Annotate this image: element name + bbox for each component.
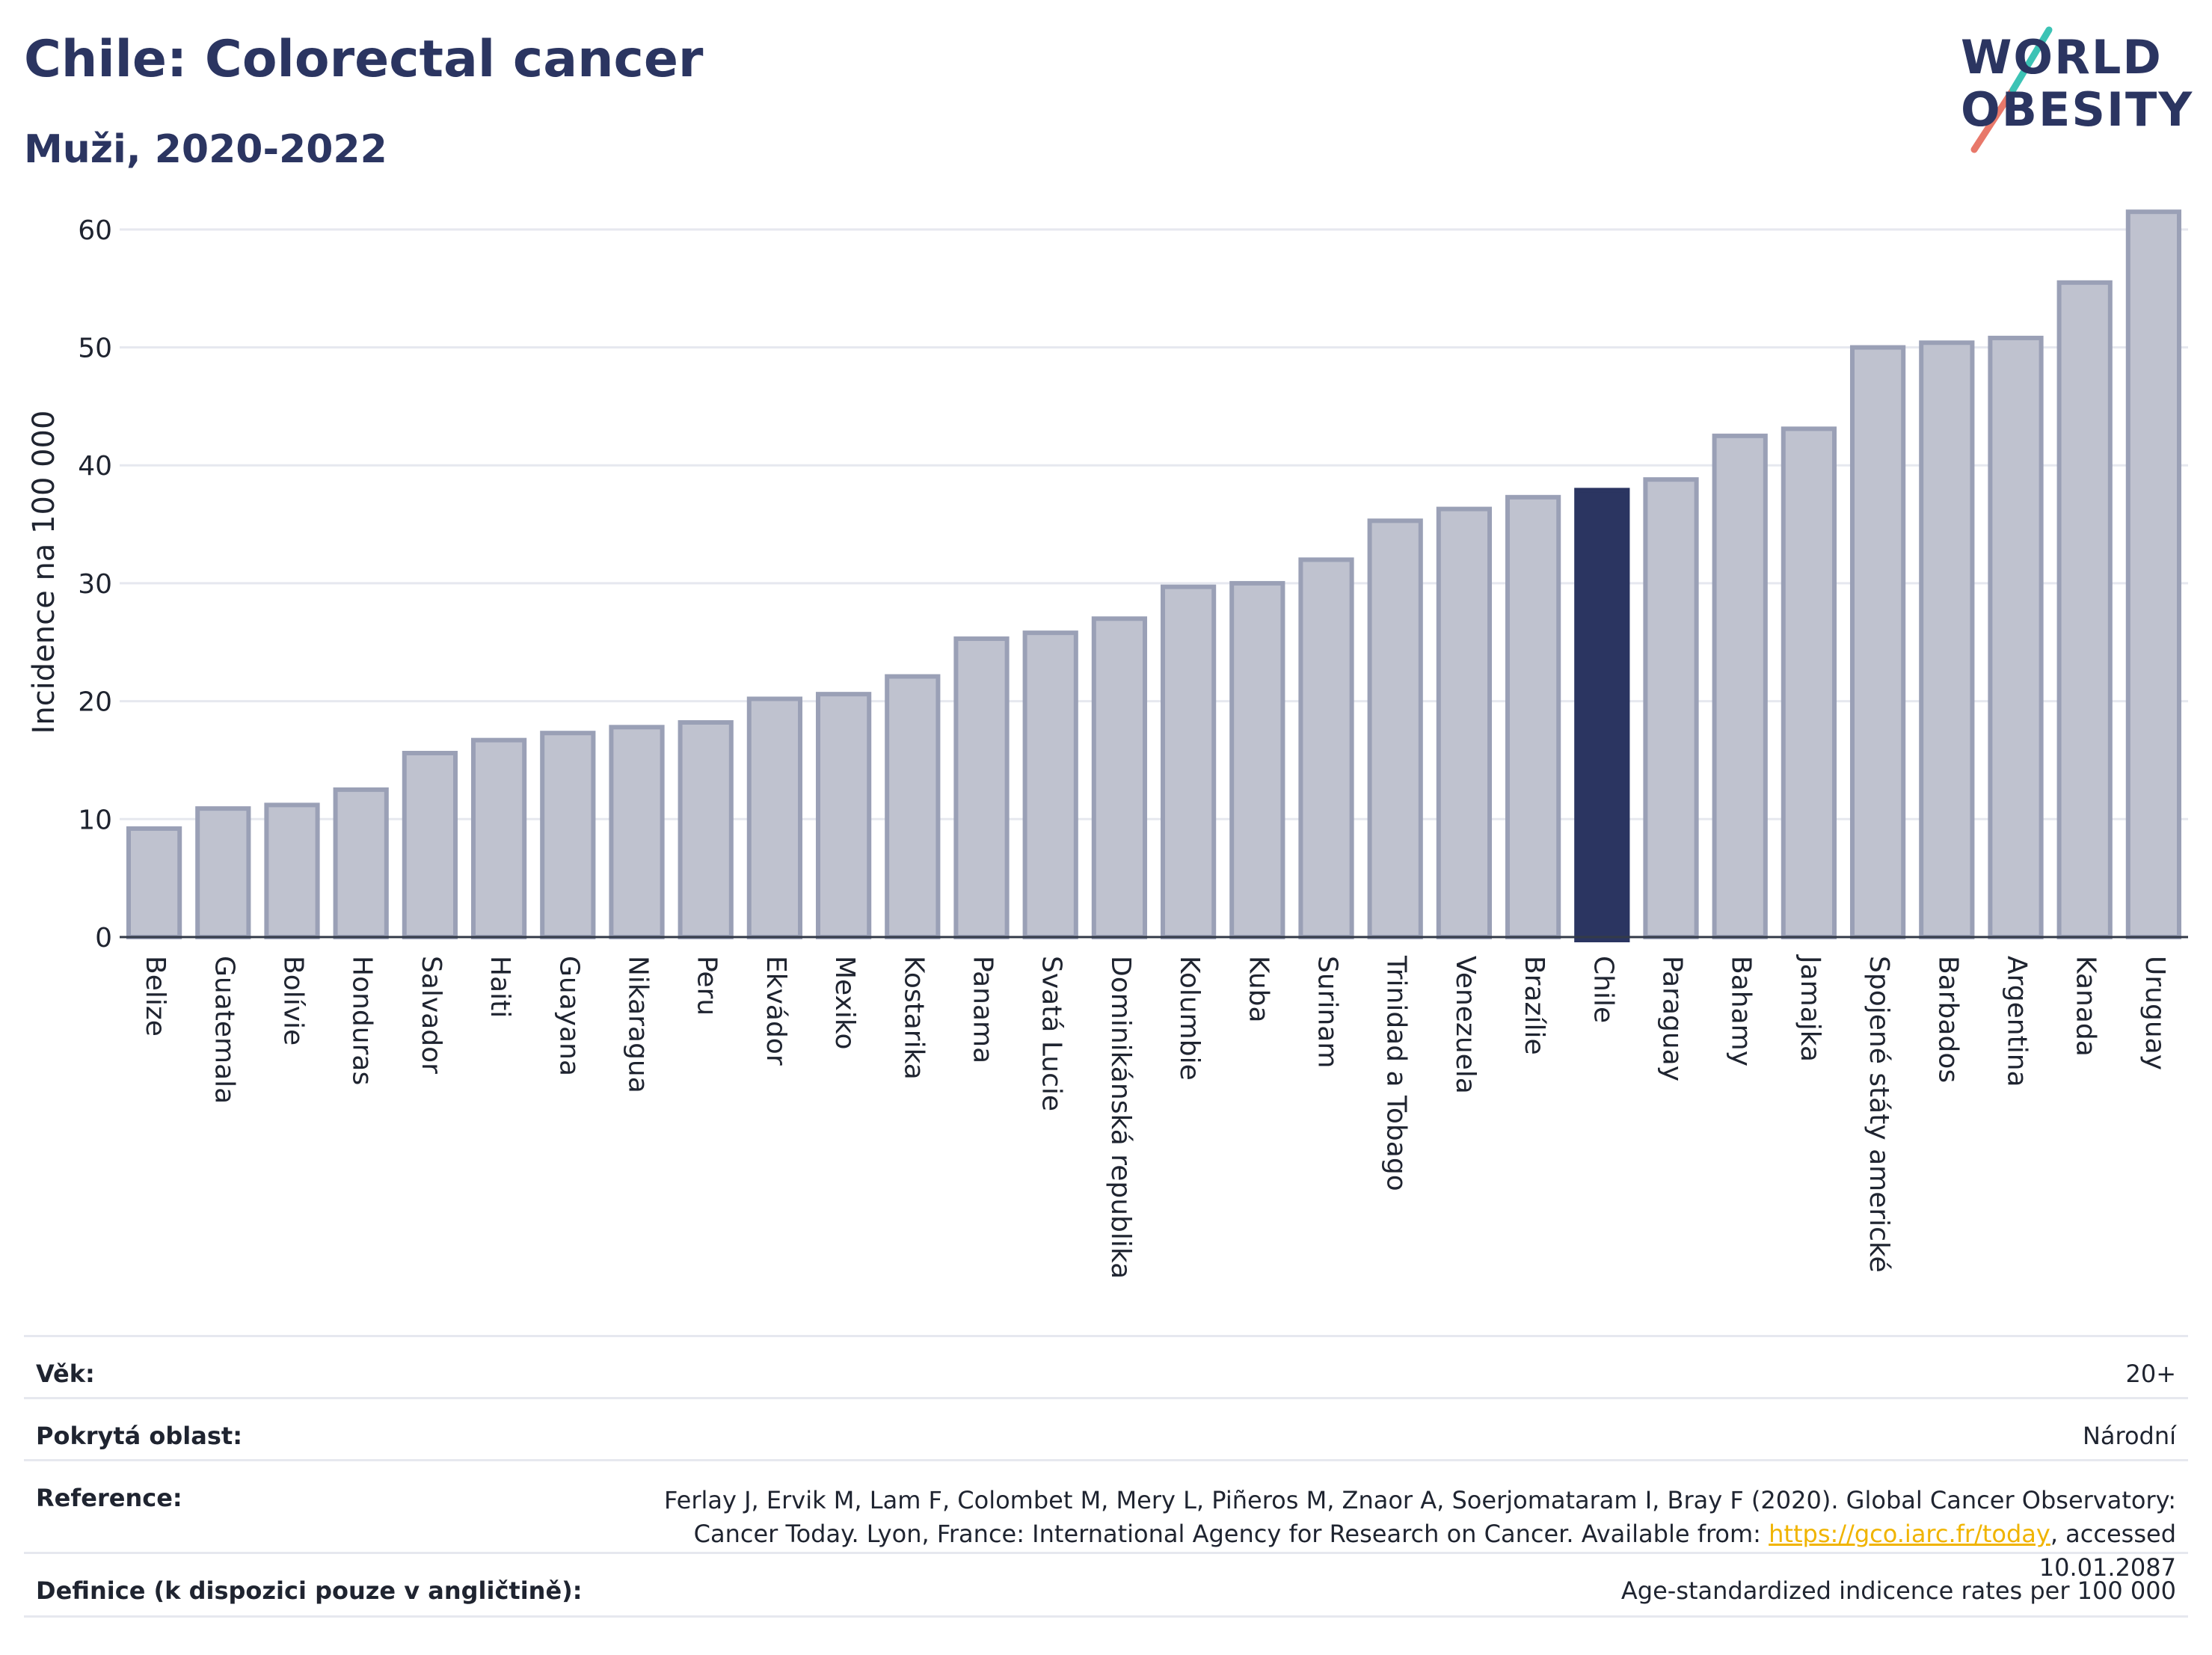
bar-argentina[interactable]	[1988, 335, 2044, 939]
reference-text: Ferlay J, Ervik M, Lam F, Colombet M, Me…	[664, 1486, 2176, 1548]
bar-guayana[interactable]	[540, 731, 596, 939]
x-tick-label: Barbados	[1932, 956, 1963, 1083]
y-tick-label: 50	[78, 334, 112, 364]
bar-barbados[interactable]	[1919, 340, 1975, 939]
gridlines	[120, 228, 2188, 820]
bar-chile[interactable]	[1574, 488, 1630, 942]
logo-slash-icon	[1970, 26, 2053, 153]
x-tick-label: Bahamy	[1726, 956, 1757, 1066]
y-tick-label: 20	[78, 687, 112, 718]
y-axis-ticks: 0 10 20 30 40 50 60	[78, 215, 112, 954]
bar-salvador[interactable]	[402, 751, 458, 939]
x-tick-label: Nikaragua	[623, 956, 654, 1093]
bar-surinam[interactable]	[1298, 557, 1354, 940]
bar-kuba[interactable]	[1229, 580, 1285, 940]
x-tick-label: Belize	[140, 956, 170, 1037]
reference-label: Reference:	[36, 1484, 182, 1512]
x-tick-label: Guatemala	[209, 956, 239, 1104]
y-tick-label: 0	[95, 923, 112, 954]
bar-peru[interactable]	[678, 720, 734, 939]
x-tick-label: Ekvádor	[761, 956, 791, 1066]
bar-haiti[interactable]	[470, 737, 527, 940]
x-tick-label: Surinam	[1312, 956, 1343, 1068]
bar-panama[interactable]	[953, 636, 1010, 939]
age-value: 20+	[2125, 1360, 2176, 1388]
x-tick-label: Salvador	[416, 956, 446, 1074]
x-tick-label: Brazílie	[1519, 956, 1549, 1055]
x-tick-label: Kostarika	[898, 956, 929, 1080]
bar-honduras[interactable]	[333, 787, 389, 940]
bar-bahamy[interactable]	[1712, 433, 1768, 939]
bar-paraguay[interactable]	[1643, 477, 1699, 939]
y-tick-label: 40	[78, 451, 112, 482]
area-label: Pokrytá oblast:	[36, 1422, 242, 1450]
info-row-definition: Definice (k dispozici pouze v angličtině…	[24, 1552, 2188, 1618]
bar-bolívie[interactable]	[264, 802, 320, 940]
y-tick-label: 10	[78, 805, 112, 835]
bar-mexiko[interactable]	[815, 692, 872, 940]
bar-ekvádor[interactable]	[746, 696, 803, 939]
bar-spojené-státy-americké[interactable]	[1849, 345, 1906, 939]
bars	[126, 209, 2182, 942]
x-tick-label: Argentina	[2002, 956, 2033, 1087]
chart-title: Chile: Colorectal cancer	[24, 30, 704, 89]
bar-kanada[interactable]	[2056, 280, 2113, 939]
bar-belize[interactable]	[126, 826, 182, 940]
x-tick-label: Chile	[1588, 956, 1618, 1023]
x-tick-label: Guayana	[553, 956, 584, 1076]
x-tick-label: Mexiko	[829, 956, 860, 1049]
bar-kostarika[interactable]	[885, 674, 941, 939]
x-tick-label: Spojené státy americké	[1864, 956, 1894, 1273]
x-tick-label: Honduras	[347, 956, 378, 1085]
definition-value: Age-standardized indicence rates per 100…	[1620, 1576, 2176, 1605]
bar-venezuela[interactable]	[1436, 506, 1493, 939]
info-row-age: Věk: 20+	[24, 1335, 2188, 1398]
x-tick-label: Dominikánská republika	[1105, 956, 1136, 1279]
world-obesity-logo: WORLD OBESITY	[1944, 22, 2194, 157]
y-tick-label: 30	[78, 569, 112, 600]
bar-brazílie[interactable]	[1505, 494, 1561, 939]
bar-chart: 0 10 20 30 40 50 60 Belize Guatemala Bolívie Hond…	[27, 209, 2188, 1279]
x-tick-label: Trinidad a Tobago	[1381, 955, 1412, 1191]
bar-uruguay[interactable]	[2125, 209, 2182, 939]
x-axis-ticks: Belize Guatemala Bolívie Honduras Salvador Ha…	[140, 954, 2170, 1279]
x-tick-label: Uruguay	[2139, 956, 2170, 1070]
y-tick-label: 60	[78, 215, 112, 246]
reference-value: Ferlay J, Ervik M, Lam F, Colombet M, Me…	[606, 1484, 2176, 1585]
age-label: Věk:	[36, 1360, 95, 1388]
bar-jamajka[interactable]	[1781, 426, 1837, 939]
bar-svatá-lucie[interactable]	[1022, 630, 1078, 940]
area-value: Národní	[2082, 1422, 2176, 1450]
logo-text-line2: OBESITY	[1961, 82, 2194, 137]
bar-kolumbie[interactable]	[1160, 584, 1217, 940]
bar-dominikánská-republika[interactable]	[1091, 616, 1148, 939]
x-tick-label: Kolumbie	[1174, 956, 1205, 1081]
x-tick-label: Kuba	[1243, 956, 1274, 1023]
x-tick-label: Haiti	[485, 956, 515, 1018]
x-tick-label: Kanada	[2071, 956, 2101, 1057]
info-row-area: Pokrytá oblast: Národní	[24, 1397, 2188, 1461]
bar-trinidad-a-tobago[interactable]	[1367, 518, 1423, 939]
x-tick-label: Svatá Lucie	[1036, 956, 1067, 1111]
x-tick-label: Jamajka	[1795, 954, 1825, 1062]
bar-guatemala[interactable]	[195, 806, 251, 939]
bar-nikaragua[interactable]	[609, 725, 665, 939]
x-tick-label: Panama	[968, 956, 998, 1063]
x-tick-label: Paraguay	[1657, 956, 1688, 1081]
x-tick-label: Peru	[692, 956, 722, 1016]
logo-text-line1: WORLD	[1961, 30, 2163, 85]
x-tick-label: Venezuela	[1450, 956, 1481, 1094]
definition-label: Definice (k dispozici pouze v angličtině…	[36, 1576, 583, 1605]
reference-link[interactable]: https://gco.iarc.fr/today	[1769, 1520, 2050, 1548]
info-row-reference: Reference: Ferlay J, Ervik M, Lam F, Col…	[24, 1459, 2188, 1582]
reference-accessed: , accessed 10.01.2087	[2039, 1520, 2176, 1582]
chart-subtitle: Muži, 2020-2022	[24, 127, 387, 172]
y-axis-label: Incidence na 100 000	[27, 411, 61, 734]
x-tick-label: Bolívie	[278, 956, 309, 1045]
